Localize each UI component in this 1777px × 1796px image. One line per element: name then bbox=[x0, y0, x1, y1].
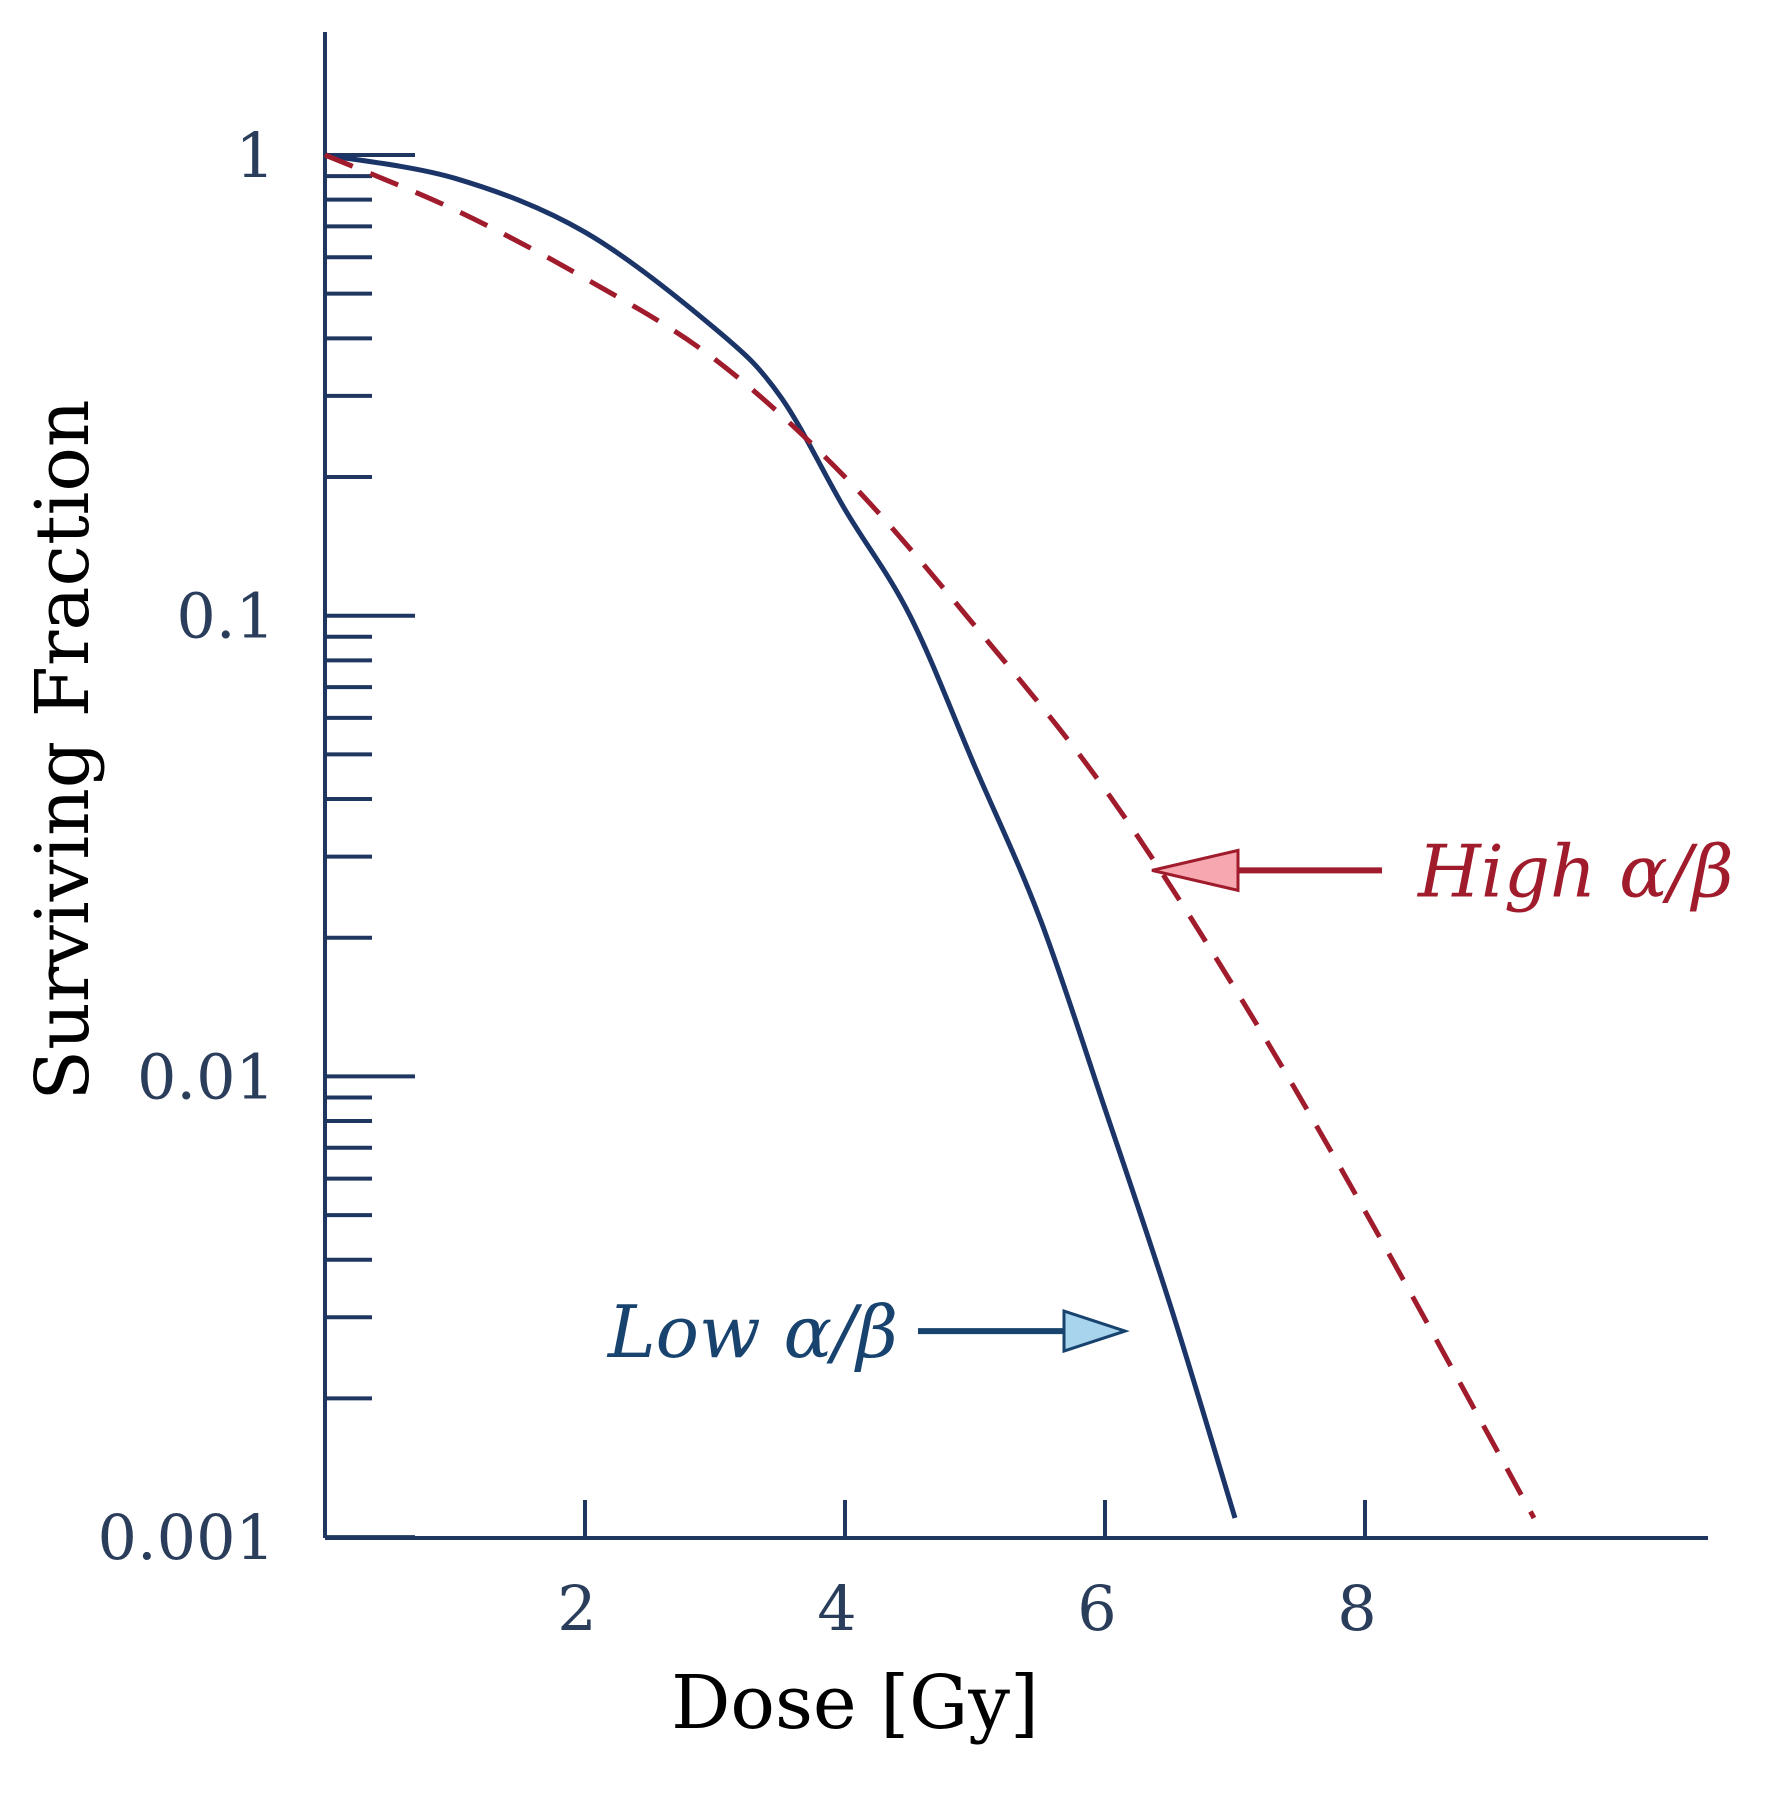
y-tick-label: 0.001 bbox=[98, 1501, 276, 1574]
x-ticks: 2 4 6 8 bbox=[557, 1500, 1377, 1645]
y-axis-title: Surviving Fraction bbox=[20, 399, 106, 1100]
annotation-layer: High α/β Low α/β bbox=[606, 829, 1734, 1374]
series-line-low-alpha-beta bbox=[324, 152, 1238, 1519]
x-axis-title: Dose [Gy] bbox=[671, 1660, 1039, 1746]
y-tick-label: 0.1 bbox=[176, 580, 275, 653]
low-alpha-beta-arrowhead bbox=[1062, 1309, 1130, 1354]
series-layer bbox=[324, 152, 1537, 1520]
series-line-high-alpha-beta bbox=[324, 152, 1537, 1520]
x-tick-label: 4 bbox=[817, 1572, 856, 1645]
x-tick-label: 6 bbox=[1077, 1572, 1116, 1645]
y-tick-label: 1 bbox=[236, 119, 275, 192]
y-tick-label: 0.01 bbox=[137, 1040, 275, 1113]
high-alpha-beta-label: High α/β bbox=[1416, 829, 1734, 913]
low-alpha-beta-label: Low α/β bbox=[606, 1290, 898, 1374]
plot-area: 1 0.1 0.01 0.001 2 4 6 8 High α/β Low α/β bbox=[98, 32, 1734, 1645]
y-ticks: 1 0.1 0.01 0.001 bbox=[98, 119, 415, 1574]
x-tick-label: 2 bbox=[557, 1572, 596, 1645]
x-tick-label: 8 bbox=[1337, 1572, 1376, 1645]
high-alpha-beta-arrowhead bbox=[1151, 848, 1240, 893]
